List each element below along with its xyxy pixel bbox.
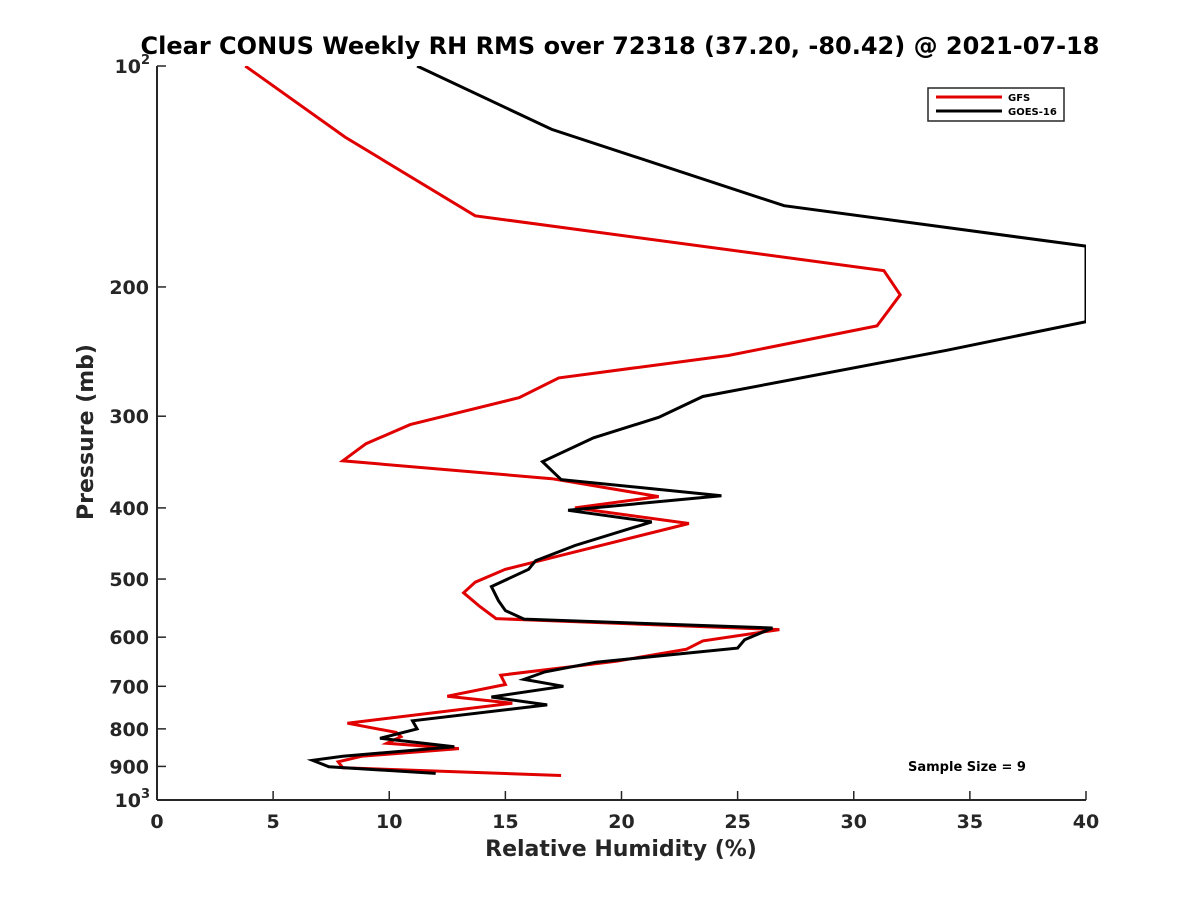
x-tick-label: 30: [841, 811, 867, 833]
y-tick-label: 300: [109, 406, 149, 428]
chart-title: Clear CONUS Weekly RH RMS over 72318 (37…: [141, 32, 1100, 60]
y-tick-label: 900: [109, 756, 149, 778]
x-axis-label: Relative Humidity (%): [485, 837, 757, 862]
y-tick-label: 10: [115, 56, 141, 78]
x-tick-label: 15: [492, 811, 518, 833]
series-line-goes-16: [306, 66, 1086, 775]
y-tick-label: 700: [109, 676, 149, 698]
x-tick-label: 5: [267, 811, 280, 833]
sample-size-annotation: Sample Size = 9: [908, 760, 1026, 775]
legend-label: GOES-16: [1008, 107, 1057, 118]
x-tick-label: 0: [150, 811, 163, 833]
series-line-gfs: [244, 66, 903, 777]
legend: GFS GOES-16: [927, 87, 1065, 122]
y-tick-label: 800: [109, 719, 149, 741]
y-tick-label: 600: [109, 627, 149, 649]
series-layer: [244, 66, 1086, 777]
y-tick-label: 200: [109, 277, 149, 299]
y-tick-label: 10: [115, 790, 141, 812]
y-tick-label: 400: [109, 498, 149, 520]
y-tick-exponent: 2: [141, 53, 150, 68]
y-tick-exponent: 3: [141, 787, 150, 802]
x-tick-label: 20: [608, 811, 634, 833]
y-axis-label: Pressure (mb): [74, 344, 99, 520]
legend-box: [927, 87, 1065, 122]
x-tick-label: 10: [376, 811, 402, 833]
x-tick-label: 25: [724, 811, 750, 833]
x-tick-label: 40: [1073, 811, 1099, 833]
y-tick-label: 500: [109, 569, 149, 591]
legend-label: GFS: [1008, 93, 1030, 104]
x-tick-label: 35: [957, 811, 983, 833]
